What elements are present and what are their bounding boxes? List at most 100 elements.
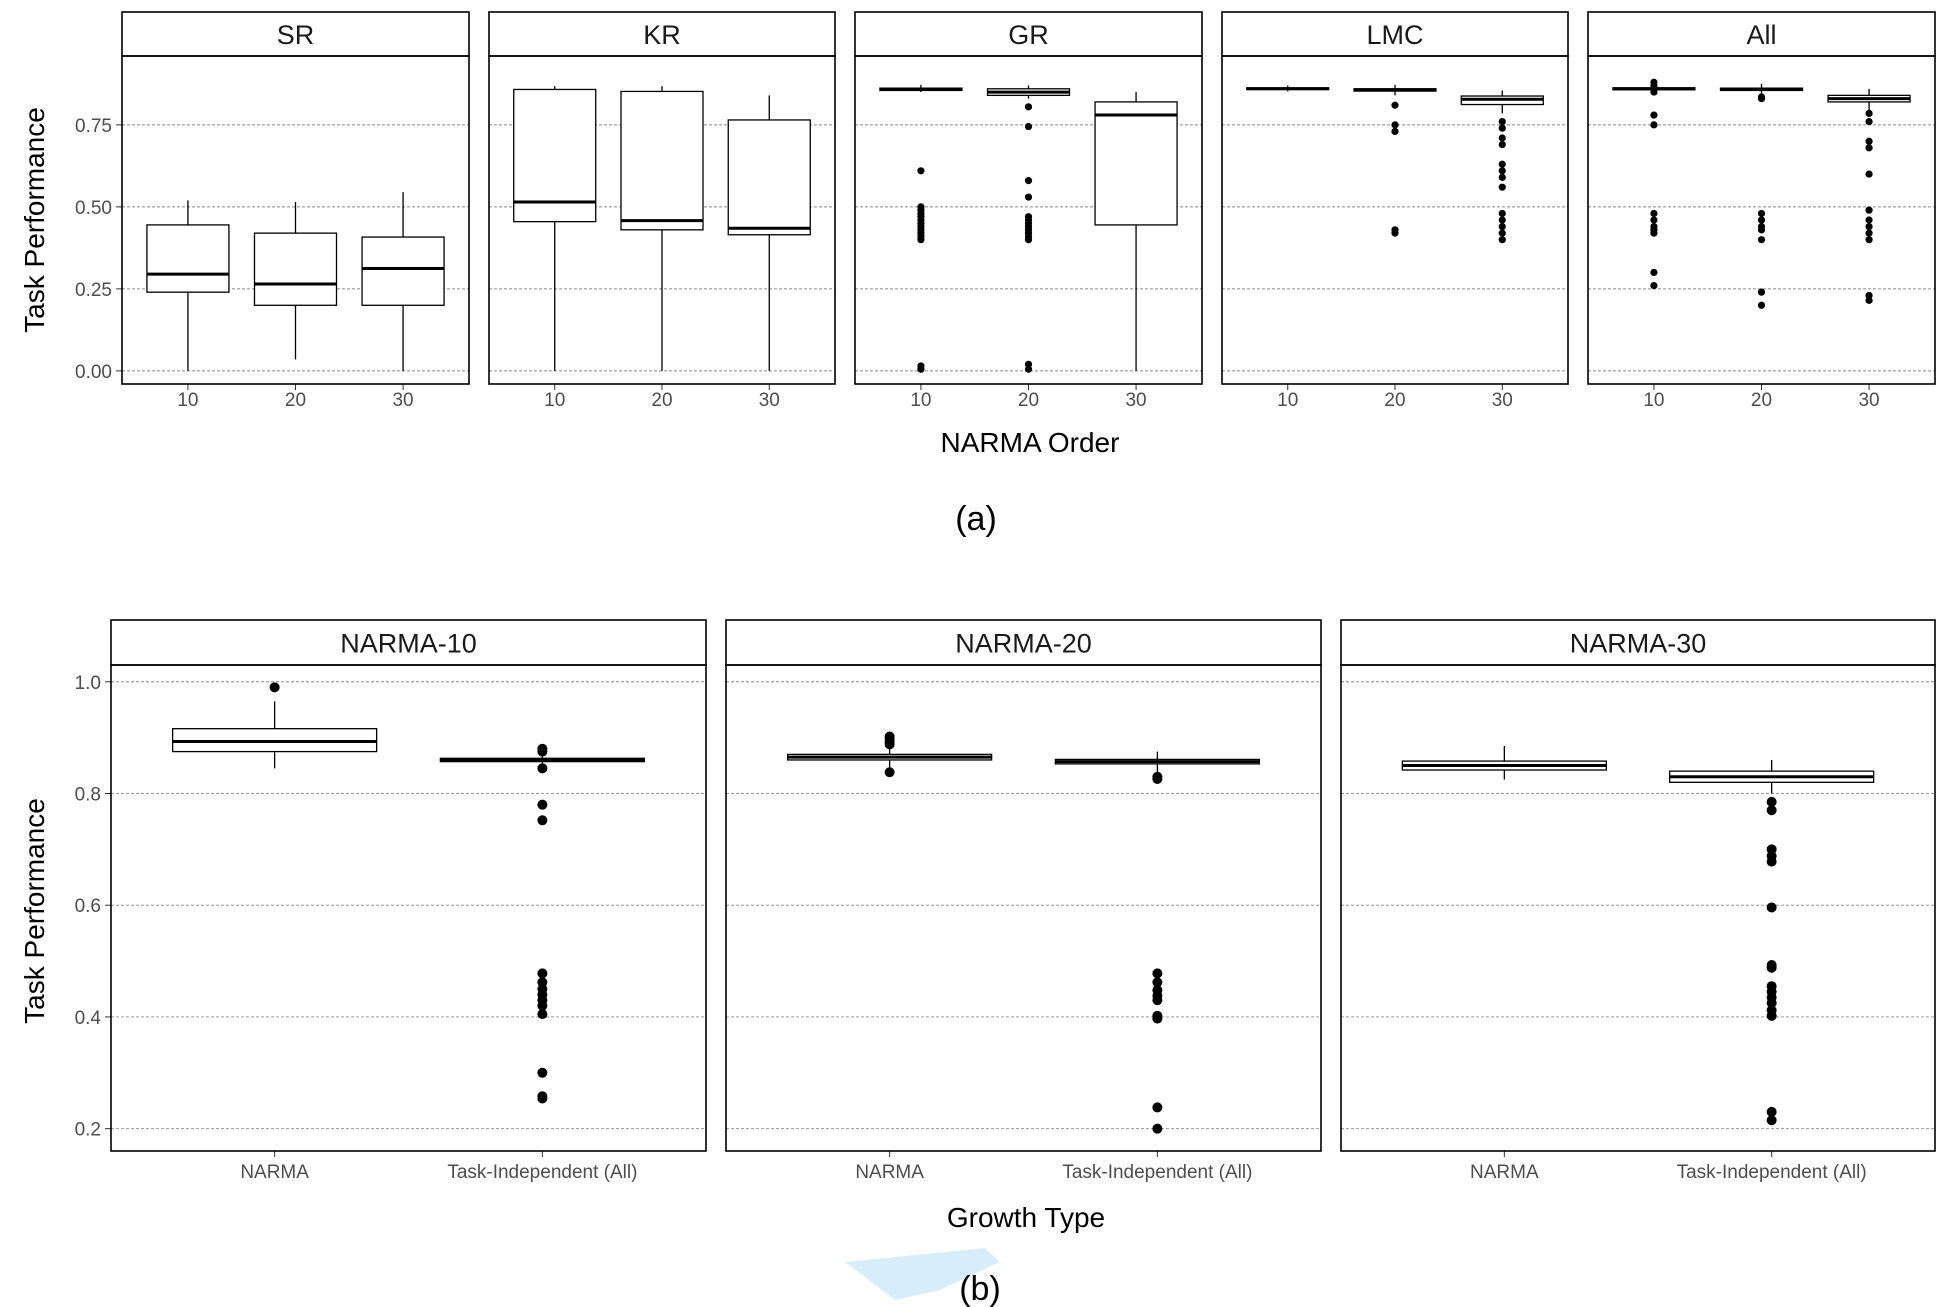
x-tick-label: 10	[177, 390, 198, 411]
outlier-point	[1650, 216, 1658, 224]
outlier-point	[1766, 962, 1777, 973]
panel-title: SR	[277, 20, 315, 50]
outlier-point	[1391, 127, 1399, 136]
x-tick-label: 10	[1643, 390, 1664, 411]
outlier-point	[1498, 216, 1506, 224]
outlier-point	[1766, 997, 1777, 1008]
panel-border	[1340, 664, 1936, 1152]
outlier-point	[1152, 773, 1163, 784]
outlier-point	[1865, 109, 1873, 117]
outlier-point	[1865, 222, 1873, 231]
outlier-point	[1152, 1013, 1163, 1024]
panel-title: NARMA-10	[340, 629, 477, 659]
y-tick-label: 0.6	[75, 896, 101, 917]
panel-title: GR	[1008, 20, 1049, 50]
outlier-point	[1650, 268, 1658, 277]
outlier-point	[1766, 796, 1777, 807]
x-tick-label: 20	[1384, 390, 1405, 411]
outlier-point	[1498, 229, 1506, 237]
outlier-point	[1865, 206, 1873, 214]
chart-b-y-axis-title: Task Performance	[19, 798, 50, 1024]
y-tick-label: 0.2	[75, 1120, 101, 1141]
outlier-point	[1152, 968, 1163, 979]
outlier-point	[1650, 121, 1658, 129]
x-tick-label: NARMA	[1470, 1162, 1539, 1183]
panel-strip	[110, 619, 707, 666]
outlier-point	[1865, 170, 1873, 178]
panel-gr: GR 10 20 30	[854, 11, 1203, 411]
panel-strip	[1587, 11, 1936, 57]
panel-all: All 10 20 30	[1587, 11, 1936, 411]
outlier-point	[537, 763, 548, 774]
panel-border	[1221, 55, 1569, 385]
outlier-point	[1865, 291, 1873, 300]
outlier-point	[1865, 296, 1873, 304]
outlier-point	[1152, 995, 1163, 1006]
caption-a: (a)	[955, 500, 997, 538]
y-tick-label: 0.25	[75, 280, 112, 301]
panel-narma-30: NARMA-30 NARMA Task-Independent (All)	[1340, 619, 1936, 1183]
outlier-point	[1650, 229, 1658, 237]
outlier-point	[1498, 134, 1506, 142]
outlier-point	[1024, 122, 1033, 131]
box-iqr	[620, 90, 704, 231]
outlier-point	[1766, 1106, 1777, 1117]
outlier-point	[1152, 1123, 1163, 1134]
outlier-point	[1757, 288, 1766, 296]
outlier-point	[1498, 167, 1506, 175]
outlier-point	[1391, 121, 1399, 129]
outlier-point	[537, 1009, 548, 1020]
x-tick-label: Task-Independent (All)	[1062, 1162, 1252, 1183]
box-iqr	[727, 119, 811, 236]
x-tick-label: NARMA	[240, 1162, 309, 1183]
outlier-point	[537, 1093, 548, 1104]
watermark-shape	[845, 1248, 1000, 1300]
x-tick-label: 10	[544, 390, 565, 411]
y-tick-label: 0.00	[75, 362, 112, 383]
x-tick-label: Task-Independent (All)	[1677, 1162, 1867, 1183]
outlier-point	[1865, 137, 1873, 145]
chart-b: 0.2 0.4 0.6 0.8 1.0 NARMA-10 NARMA Task-Indepen…	[75, 619, 1936, 1183]
outlier-point	[1757, 301, 1766, 309]
panel-strip	[1221, 11, 1569, 57]
panel-border	[854, 55, 1203, 385]
x-tick-label: 10	[910, 390, 931, 411]
outlier-point	[1498, 222, 1506, 231]
outlier-point	[1865, 144, 1873, 152]
x-tick-label: 30	[759, 390, 780, 411]
outlier-point	[1498, 140, 1506, 149]
panel-strip	[854, 11, 1203, 57]
outlier-point	[1766, 902, 1777, 913]
outlier-point	[1650, 282, 1658, 290]
y-tick-label: 0.50	[75, 198, 112, 219]
outlier-point	[1024, 193, 1033, 201]
outlier-point	[1152, 977, 1163, 988]
x-tick-label: 30	[1125, 390, 1146, 411]
outlier-point	[1757, 209, 1766, 218]
outlier-point	[537, 799, 548, 810]
x-tick-label: 30	[1858, 390, 1879, 411]
y-tick-label: 0.8	[75, 784, 101, 805]
outlier-point	[1024, 103, 1033, 111]
panel-title: NARMA-30	[1570, 629, 1707, 659]
outlier-point	[1024, 360, 1033, 368]
outlier-point	[1650, 88, 1658, 96]
outlier-point	[884, 767, 895, 778]
outlier-point	[1766, 1115, 1777, 1126]
outlier-point	[1865, 236, 1873, 244]
outlier-point	[1498, 118, 1506, 126]
outlier-point	[917, 365, 925, 373]
outlier-point	[884, 739, 895, 750]
outlier-point	[1757, 226, 1766, 234]
panel-title: KR	[643, 20, 681, 50]
outlier-point	[1766, 856, 1777, 867]
box-iqr	[1094, 101, 1178, 226]
caption-b: (b)	[959, 1270, 1001, 1307]
outlier-point	[1865, 118, 1873, 126]
x-tick-label: Task-Independent (All)	[447, 1162, 637, 1183]
outlier-point	[537, 1000, 548, 1011]
outlier-point	[1391, 101, 1399, 109]
outlier-point	[1650, 209, 1658, 218]
panel-border	[110, 664, 707, 1152]
